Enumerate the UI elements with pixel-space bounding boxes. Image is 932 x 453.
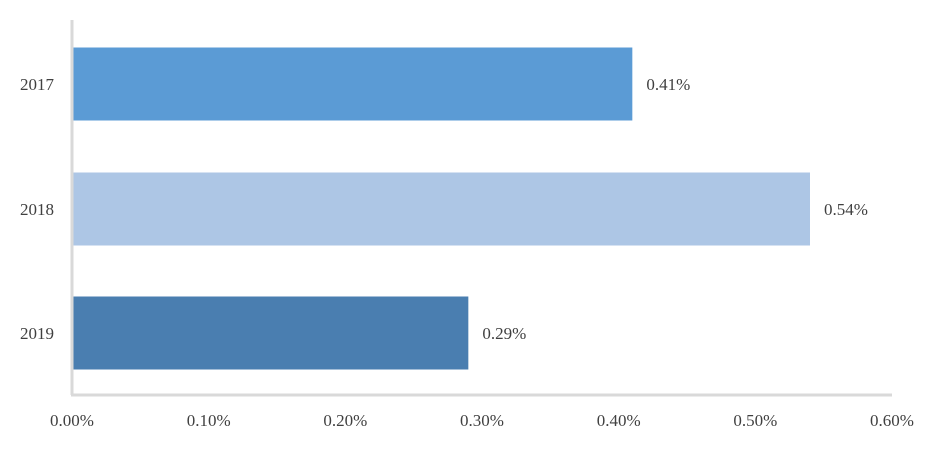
category-label-2018: 2018 — [20, 200, 54, 219]
data-label-2017: 0.41% — [646, 75, 690, 94]
x-tick-label-5: 0.50% — [733, 411, 777, 430]
bar-2018 — [73, 172, 810, 246]
labels-layer: 0.41% 2017 0.54% 2018 0.29% 2019 0.00% 0.10% 0.2… — [20, 75, 914, 430]
bar-2017 — [73, 47, 633, 121]
x-tick-label-3: 0.30% — [460, 411, 504, 430]
x-tick-label-4: 0.40% — [597, 411, 641, 430]
x-tick-label-2: 0.20% — [323, 411, 367, 430]
category-label-2019: 2019 — [20, 324, 54, 343]
bar-2019 — [73, 296, 469, 370]
x-tick-label-6: 0.60% — [870, 411, 914, 430]
data-label-2018: 0.54% — [824, 200, 868, 219]
x-tick-label-0: 0.00% — [50, 411, 94, 430]
category-label-2017: 2017 — [20, 75, 55, 94]
x-tick-label-1: 0.10% — [187, 411, 231, 430]
axes-layer — [70, 20, 892, 397]
data-label-2019: 0.29% — [482, 324, 526, 343]
bars-layer — [73, 47, 810, 370]
